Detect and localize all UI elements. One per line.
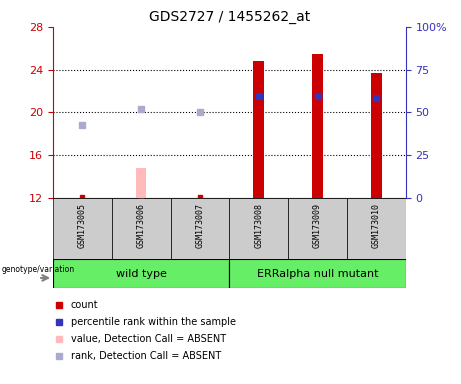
Text: count: count <box>71 300 98 310</box>
Bar <box>53 259 230 288</box>
Text: GSM173007: GSM173007 <box>195 203 205 248</box>
Bar <box>254 61 264 198</box>
Bar <box>312 54 323 198</box>
Text: rank, Detection Call = ABSENT: rank, Detection Call = ABSENT <box>71 351 221 361</box>
Bar <box>112 198 171 259</box>
Text: GSM173005: GSM173005 <box>78 203 87 248</box>
Text: ERRalpha null mutant: ERRalpha null mutant <box>257 268 378 279</box>
Text: GSM173008: GSM173008 <box>254 203 263 248</box>
Text: GSM173009: GSM173009 <box>313 203 322 248</box>
Text: wild type: wild type <box>116 268 166 279</box>
Text: GSM173006: GSM173006 <box>136 203 146 248</box>
Bar <box>53 198 112 259</box>
Text: value, Detection Call = ABSENT: value, Detection Call = ABSENT <box>71 334 226 344</box>
Bar <box>288 198 347 259</box>
Text: genotype/variation: genotype/variation <box>1 265 75 274</box>
Bar <box>371 73 382 198</box>
Title: GDS2727 / 1455262_at: GDS2727 / 1455262_at <box>149 10 310 25</box>
Bar <box>229 259 406 288</box>
Text: percentile rank within the sample: percentile rank within the sample <box>71 317 236 327</box>
Bar <box>229 198 288 259</box>
Bar <box>171 198 230 259</box>
Bar <box>347 198 406 259</box>
Bar <box>136 168 147 198</box>
Text: GSM173010: GSM173010 <box>372 203 381 248</box>
